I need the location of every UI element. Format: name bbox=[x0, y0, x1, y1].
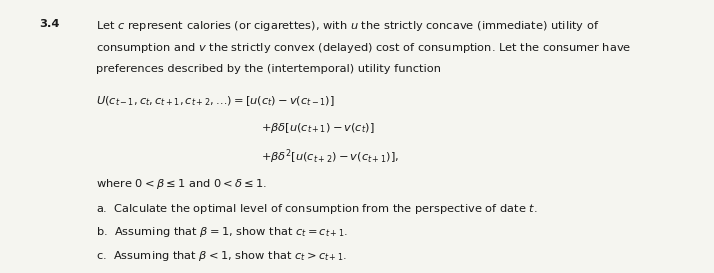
Text: preferences described by the (intertemporal) utility function: preferences described by the (intertempo… bbox=[96, 64, 441, 74]
Text: Let $c$ represent calories (or cigarettes), with $u$ the strictly concave (immed: Let $c$ represent calories (or cigarette… bbox=[96, 19, 600, 33]
Text: c.  Assuming that $\beta < 1$, show that $c_t > c_{t+1}$.: c. Assuming that $\beta < 1$, show that … bbox=[96, 248, 347, 263]
Text: $+ \beta\delta^2[u(c_{t+2}) - v(c_{t+1})],$: $+ \beta\delta^2[u(c_{t+2}) - v(c_{t+1})… bbox=[261, 148, 398, 167]
Text: where $0 < \beta \leq 1$ and $0 < \delta \leq 1$.: where $0 < \beta \leq 1$ and $0 < \delta… bbox=[96, 177, 267, 191]
Text: a.  Calculate the optimal level of consumption from the perspective of date $t$.: a. Calculate the optimal level of consum… bbox=[96, 201, 538, 216]
Text: b.  Assuming that $\beta = 1$, show that $c_t = c_{t+1}$.: b. Assuming that $\beta = 1$, show that … bbox=[96, 225, 348, 239]
Text: d.  For $\beta < 1$, what is the effect of increasing the self-control parameter: d. For $\beta < 1$, what is the effect o… bbox=[96, 272, 568, 273]
Text: $+ \beta\delta[u(c_{t+1}) - v(c_t)]$: $+ \beta\delta[u(c_{t+1}) - v(c_t)]$ bbox=[261, 121, 374, 135]
Text: 3.4: 3.4 bbox=[39, 19, 60, 29]
Text: $U(c_{t-1}, c_t, c_{t+1}, c_{t+2}, \ldots) = [u(c_t) - v(c_{t-1})]$: $U(c_{t-1}, c_t, c_{t+1}, c_{t+2}, \ldot… bbox=[96, 94, 335, 108]
Text: consumption and $v$ the strictly convex (delayed) cost of consumption. Let the c: consumption and $v$ the strictly convex … bbox=[96, 41, 632, 55]
